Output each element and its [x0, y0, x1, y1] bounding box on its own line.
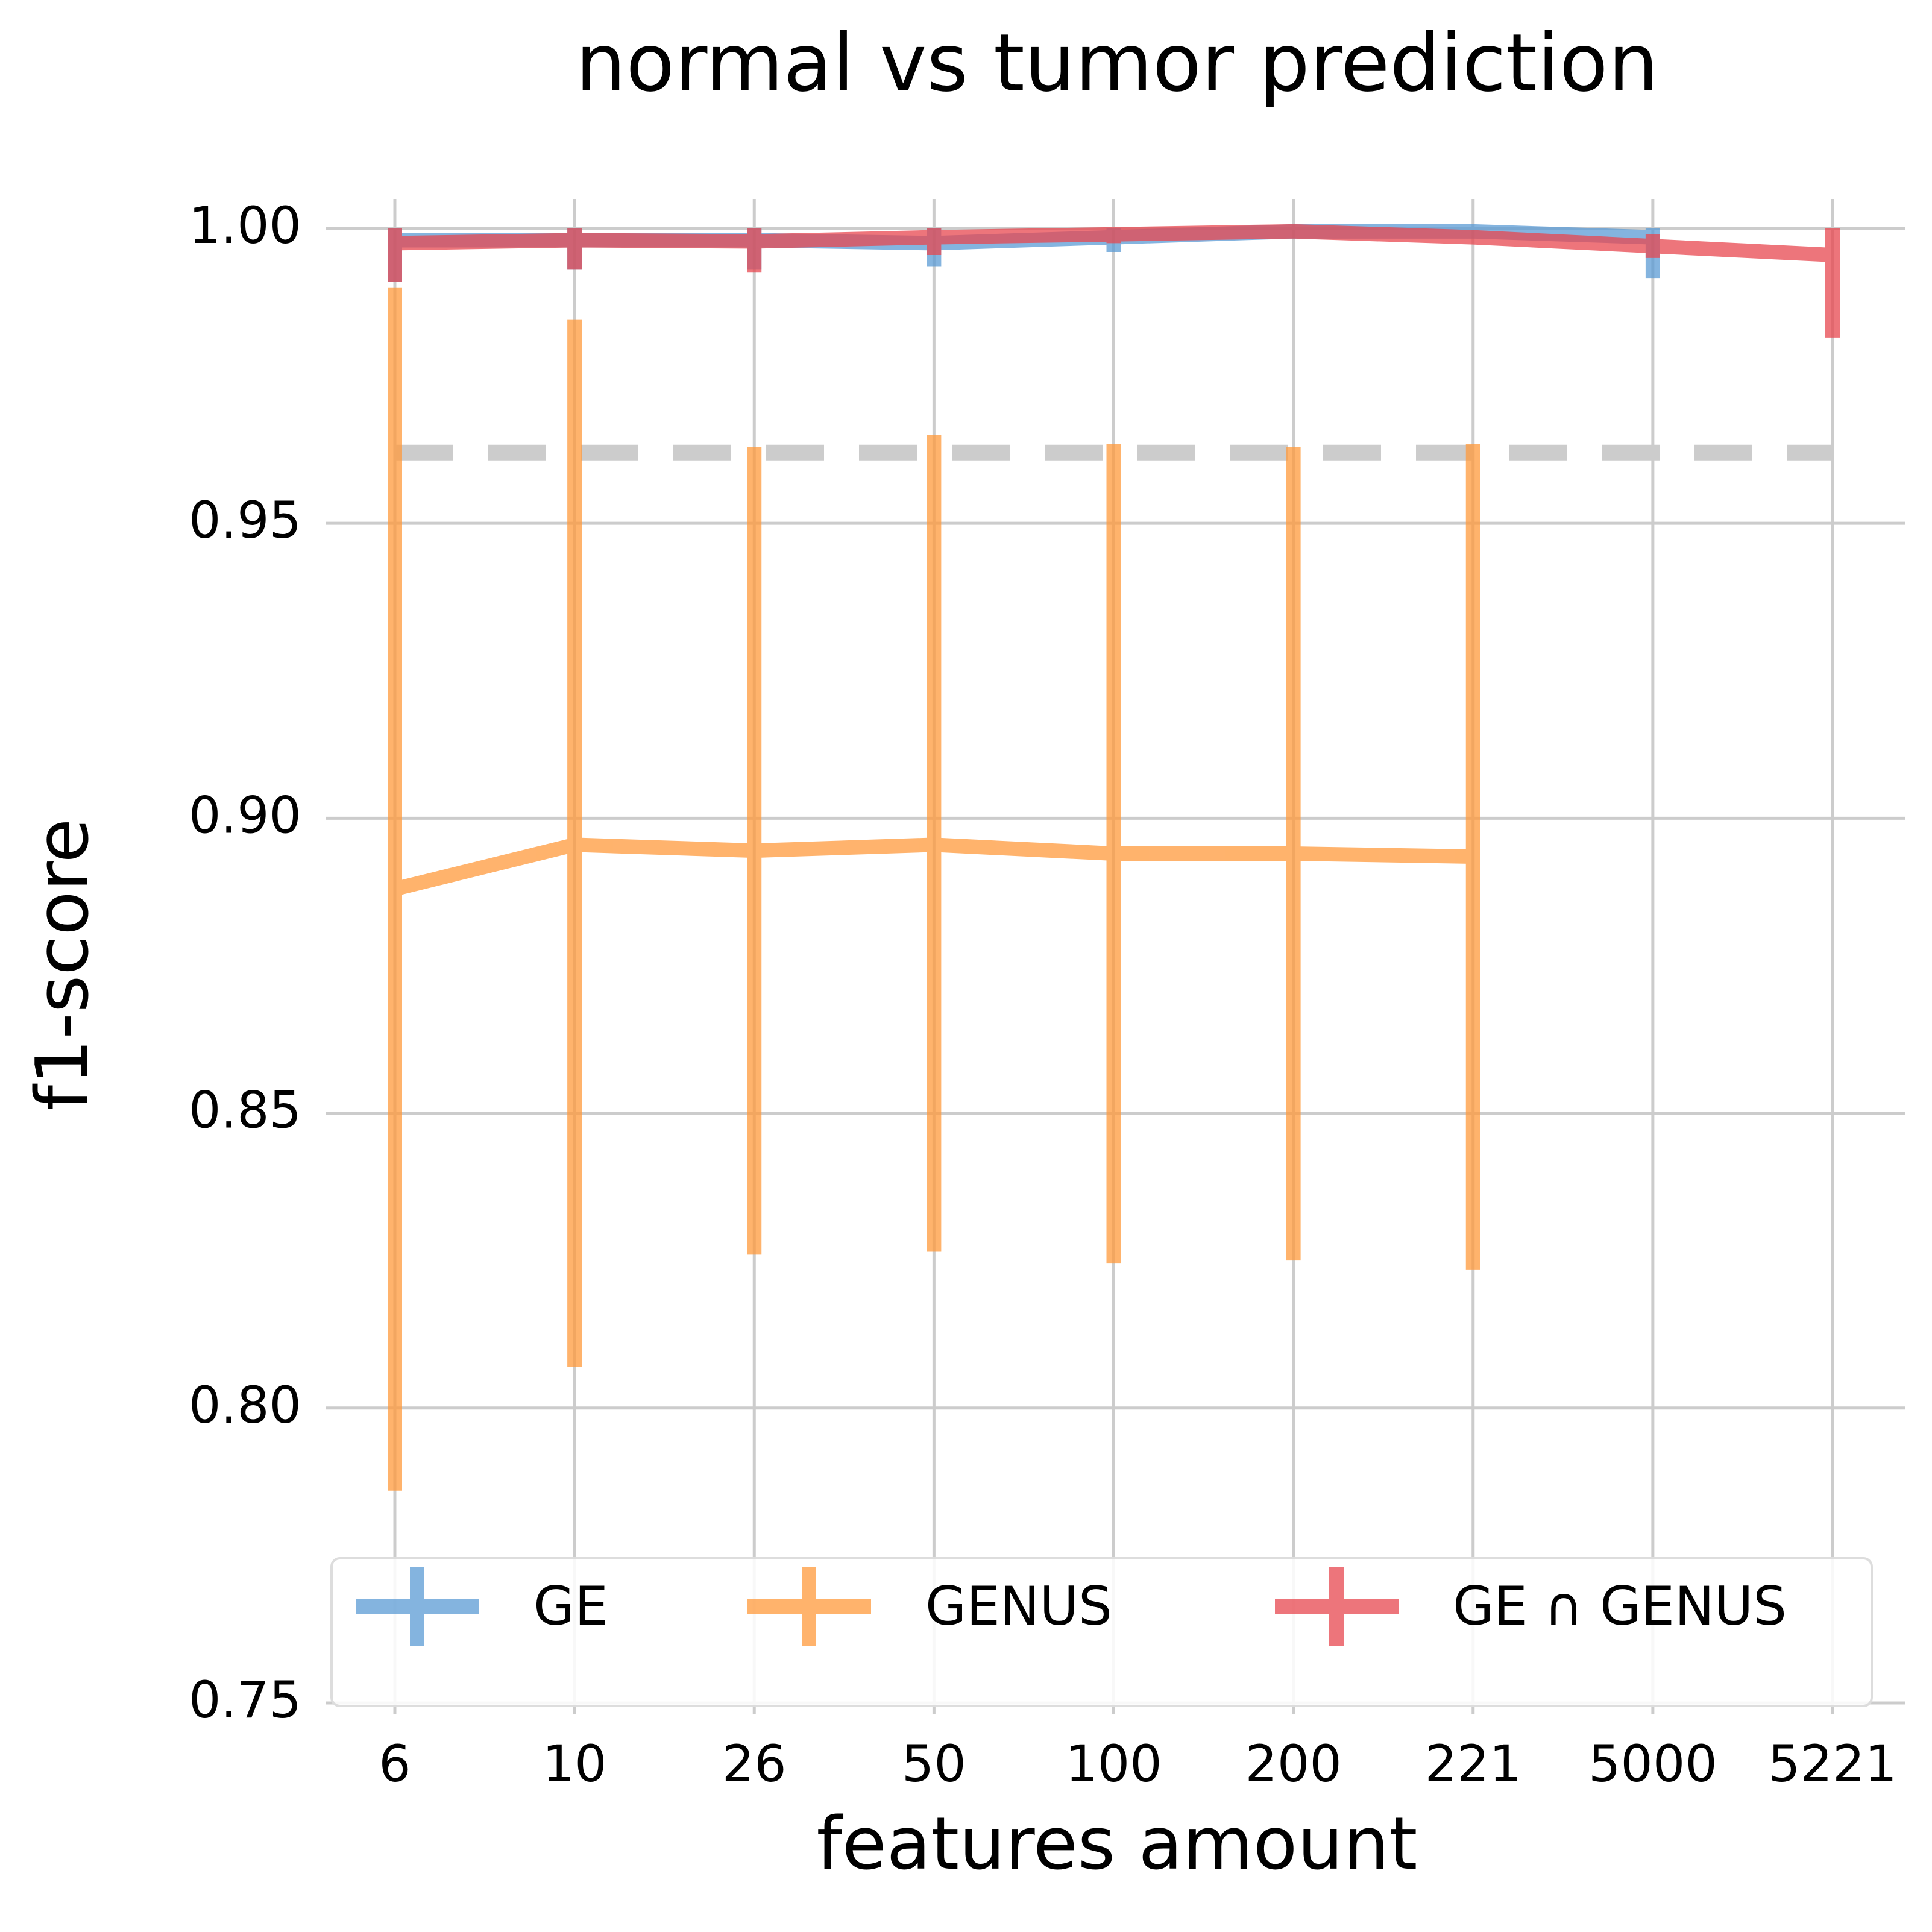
- legend-swatch: [1275, 1567, 1399, 1646]
- chart-title: normal vs tumor prediction: [576, 17, 1659, 110]
- y-axis-label: f1-score: [21, 819, 105, 1110]
- x-tick-label: 5221: [1768, 1734, 1897, 1793]
- x-tick-label: 5000: [1588, 1734, 1717, 1793]
- legend-swatch: [356, 1567, 479, 1646]
- legend-label: GENUS: [925, 1575, 1112, 1637]
- legend: GE GENUS GE ∩ GENUS: [330, 1557, 1873, 1707]
- x-tick-label: 100: [1065, 1734, 1162, 1793]
- x-tick-label: 50: [902, 1734, 966, 1793]
- y-tick-label: 0.85: [189, 1081, 301, 1140]
- legend-swatch: [747, 1567, 871, 1646]
- legend-box: [330, 1557, 1873, 1707]
- series-ge-genus: [388, 224, 1840, 338]
- y-tick-labels: 0.75 0.80 0.85 0.90 0.95 1.00: [189, 196, 301, 1729]
- x-tick-labels: 6 10 26 50 100 200 221 5000 5221: [379, 1734, 1897, 1793]
- y-tick-label: 1.00: [189, 196, 301, 255]
- x-tick-label: 6: [379, 1734, 411, 1793]
- series-layer: [388, 224, 1840, 1491]
- legend-label: GE: [533, 1575, 608, 1637]
- x-axis-label: features amount: [817, 1802, 1418, 1886]
- x-tick-label: 10: [543, 1734, 607, 1793]
- series-genus: [388, 287, 1480, 1491]
- x-tick-label: 26: [722, 1734, 787, 1793]
- legend-label: GE ∩ GENUS: [1453, 1575, 1787, 1637]
- y-tick-label: 0.95: [189, 491, 301, 550]
- y-tick-label: 0.90: [189, 785, 301, 845]
- x-tick-label: 221: [1425, 1734, 1521, 1793]
- y-tick-label: 0.80: [189, 1376, 301, 1435]
- x-tick-label: 200: [1245, 1734, 1341, 1793]
- y-tick-label: 0.75: [189, 1670, 301, 1729]
